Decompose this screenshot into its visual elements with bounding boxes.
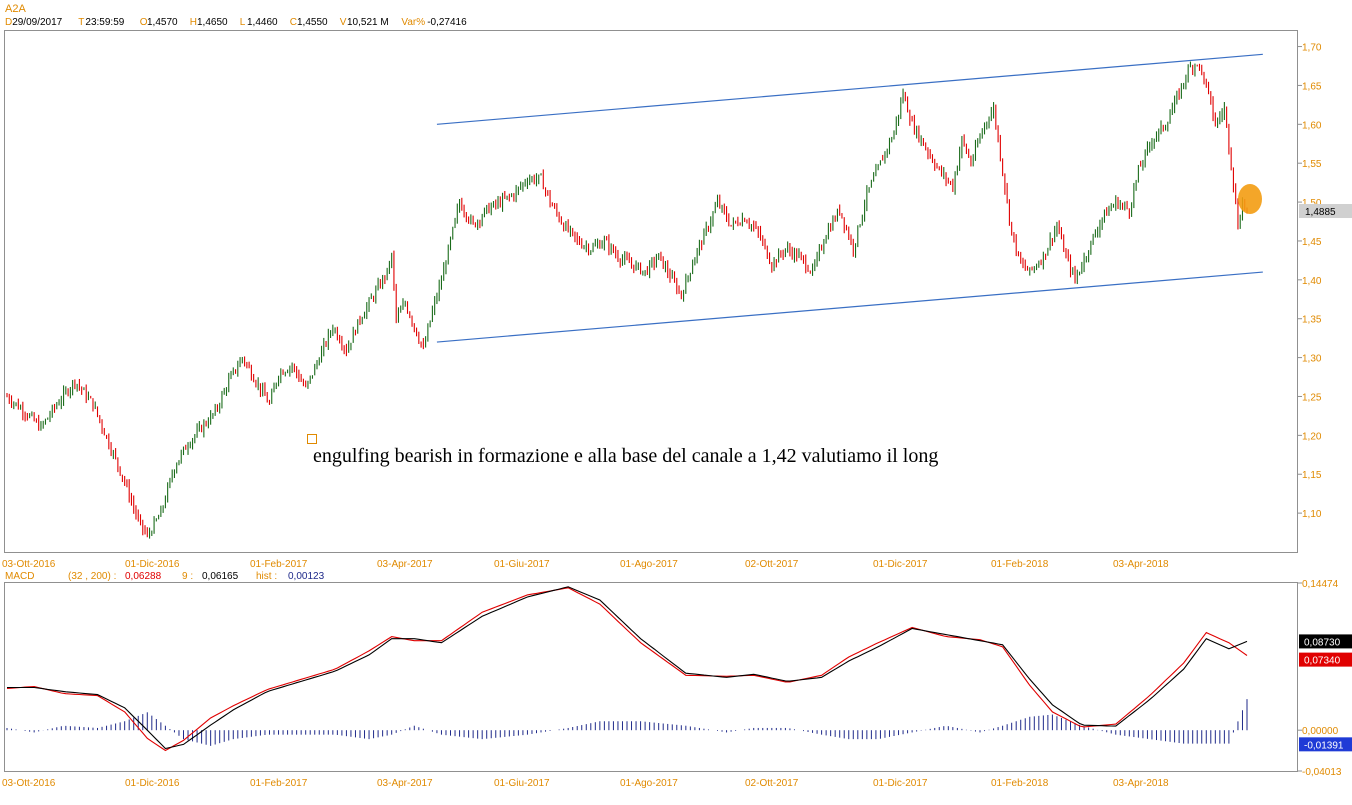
macd-value: 0,06288 — [125, 571, 162, 582]
price-tick-label: 1,45 — [1302, 237, 1322, 248]
price-tick-label: 1,40 — [1302, 276, 1322, 287]
date-tick-label: 01-Dic-2017 — [873, 778, 928, 789]
macd-params: (32 , 200) : — [68, 571, 116, 582]
price-tick-label: 1,30 — [1302, 354, 1322, 365]
price-tick-label: 1,70 — [1302, 43, 1322, 54]
hist-label: hist : — [256, 571, 277, 582]
date-axis-bottom: 03-Ott-2016 01-Dic-2016 01-Feb-2017 03-Apr-… — [2, 778, 1169, 789]
price-tick-label: 1,50 — [1302, 198, 1322, 209]
date-tick-label: 01-Ago-2017 — [620, 778, 678, 789]
highlight-marker — [1238, 184, 1262, 214]
macd-header: MACD (32 , 200) : 0,06288 9 : 0,06165 hi… — [5, 571, 325, 582]
macd-tick-label: -0,04013 — [1302, 767, 1342, 778]
price-tick-label: 1,10 — [1302, 509, 1322, 520]
date-tick-label: 01-Dic-2016 — [125, 559, 180, 570]
macd-tick-label: 0,14474 — [1302, 579, 1339, 590]
header-key-6: V — [340, 17, 347, 28]
header-key-3: H — [190, 17, 197, 28]
date-tick-label: 01-Giu-2017 — [494, 559, 550, 570]
hist-value: 0,00123 — [288, 571, 325, 582]
header-key-7: Var% — [401, 17, 425, 28]
date-tick-label: 01-Giu-2017 — [494, 778, 550, 789]
last-price-box — [1299, 204, 1352, 219]
date-axis-top: 03-Ott-2016 01-Dic-2016 01-Feb-2017 03-Apr-… — [2, 559, 1169, 570]
channel-lower-line — [436, 271, 1263, 343]
price-tick-label: 1,15 — [1302, 470, 1322, 481]
symbol-label: A2A — [5, 3, 26, 15]
signal-value: 0,06165 — [202, 571, 239, 582]
date-tick-label: 03-Ott-2016 — [2, 559, 56, 570]
macd-label: MACD — [5, 571, 34, 582]
header-value-7: -0,27416 — [427, 17, 467, 28]
date-tick-label: 03-Apr-2018 — [1113, 559, 1169, 570]
macd-series — [6, 586, 1248, 752]
price-panel — [4, 30, 1298, 553]
date-tick-label: 01-Feb-2017 — [250, 559, 308, 570]
date-tick-label: 03-Apr-2017 — [377, 559, 433, 570]
header-value-3: 1,4650 — [197, 17, 228, 28]
date-tick-label: 01-Feb-2018 — [991, 778, 1049, 789]
header-key-1: T — [78, 17, 84, 28]
price-tick-label: 1,60 — [1302, 120, 1322, 131]
date-tick-label: 03-Ott-2016 — [2, 778, 56, 789]
price-tick-label: 1,25 — [1302, 392, 1322, 403]
price-series — [6, 61, 1248, 539]
date-tick-label: 02-Ott-2017 — [745, 559, 799, 570]
last-hist-box — [1299, 737, 1352, 752]
macd-tick-label: 0,00000 — [1302, 726, 1339, 737]
header-value-5: 1,4550 — [297, 17, 328, 28]
date-tick-label: 01-Dic-2016 — [125, 778, 180, 789]
header-value-0: 29/09/2017 — [12, 17, 62, 28]
last-hist-label: -0,01391 — [1304, 740, 1344, 751]
price-tick-label: 1,65 — [1302, 81, 1322, 92]
date-tick-label: 01-Ago-2017 — [620, 559, 678, 570]
macd-panel — [4, 582, 1298, 772]
date-tick-label: 02-Ott-2017 — [745, 778, 799, 789]
price-tick-label: 1,20 — [1302, 431, 1322, 442]
price-tick-label: 1,55 — [1302, 159, 1322, 170]
header-value-2: 1,4570 — [147, 17, 178, 28]
header-value-6: 10,521 M — [347, 17, 389, 28]
signal-label: 9 : — [182, 571, 193, 582]
last-signal-label: 0,07340 — [1304, 656, 1341, 667]
price-axis: 1,10 1,15 1,20 1,25 1,30 1,35 1,40 1,45 1,50 1,55… — [1298, 43, 1352, 520]
date-tick-label: 03-Apr-2018 — [1113, 778, 1169, 789]
macd-line — [7, 586, 1248, 750]
date-tick-label: 01-Feb-2017 — [250, 778, 308, 789]
last-macd-label: 0,08730 — [1304, 637, 1341, 648]
date-tick-label: 01-Feb-2018 — [991, 559, 1049, 570]
price-tick-label: 1,35 — [1302, 315, 1322, 326]
header-key-0: D — [5, 17, 12, 28]
date-tick-label: 01-Dic-2017 — [873, 559, 928, 570]
header-key-5: C — [290, 17, 297, 28]
annotation-text: engulfing bearish in formazione e alla b… — [313, 445, 938, 467]
price-channel — [436, 53, 1263, 343]
last-price-label: 1,4885 — [1305, 207, 1336, 218]
annotation-box-icon[interactable] — [307, 434, 317, 444]
last-signal-box — [1299, 652, 1352, 667]
header-key-4: L — [240, 17, 246, 28]
macd-axis: 0,14474 0,00000 -0,04013 0,08730 0,07340 -0,0… — [1298, 579, 1352, 778]
date-tick-label: 03-Apr-2017 — [377, 778, 433, 789]
signal-line — [6, 587, 1248, 752]
ohlc-header: D 29/09/2017 T 23:59:59 O 1,4570 H 1,4650 L 1,446… — [5, 17, 467, 28]
header-value-1: 23:59:59 — [85, 17, 124, 28]
channel-upper-line — [436, 53, 1263, 125]
last-macd-box — [1299, 634, 1352, 649]
header-key-2: O — [140, 17, 148, 28]
header-value-4: 1,4460 — [247, 17, 278, 28]
